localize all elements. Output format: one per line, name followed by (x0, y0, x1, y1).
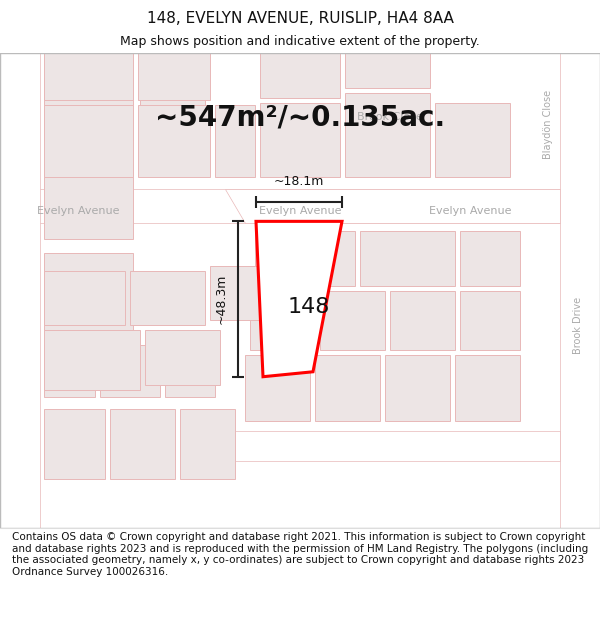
Text: Evelyn Avenue: Evelyn Avenue (259, 206, 341, 216)
Polygon shape (100, 345, 160, 396)
Polygon shape (180, 409, 235, 479)
Polygon shape (455, 355, 520, 421)
Polygon shape (44, 345, 95, 396)
Polygon shape (385, 355, 450, 421)
Polygon shape (245, 355, 310, 421)
Polygon shape (44, 330, 140, 389)
Polygon shape (44, 271, 125, 325)
Polygon shape (44, 53, 133, 99)
Text: Blaydön Close: Blaydön Close (543, 90, 553, 159)
Polygon shape (345, 92, 430, 177)
Polygon shape (165, 345, 215, 396)
Polygon shape (0, 53, 40, 528)
Polygon shape (138, 104, 210, 177)
Polygon shape (44, 78, 133, 140)
Polygon shape (390, 291, 455, 350)
Polygon shape (460, 231, 520, 286)
Polygon shape (145, 330, 220, 384)
Text: Map shows position and indicative extent of the property.: Map shows position and indicative extent… (120, 34, 480, 48)
Text: 148, EVELYN AVENUE, RUISLIP, HA4 8AA: 148, EVELYN AVENUE, RUISLIP, HA4 8AA (146, 11, 454, 26)
Text: ~547m²/~0.135ac.: ~547m²/~0.135ac. (155, 104, 445, 131)
Text: Contains OS data © Crown copyright and database right 2021. This information is : Contains OS data © Crown copyright and d… (12, 532, 588, 577)
Polygon shape (185, 431, 560, 461)
Polygon shape (345, 53, 430, 88)
Polygon shape (360, 231, 455, 286)
Polygon shape (110, 409, 175, 479)
Polygon shape (0, 189, 600, 223)
Polygon shape (215, 104, 255, 177)
Text: Evelyn Avenue: Evelyn Avenue (37, 206, 119, 216)
Polygon shape (560, 53, 600, 528)
Polygon shape (44, 104, 133, 177)
Polygon shape (315, 355, 380, 421)
Polygon shape (130, 271, 205, 325)
Polygon shape (44, 253, 133, 330)
Polygon shape (260, 53, 340, 98)
Polygon shape (140, 78, 205, 142)
Text: ~18.1m: ~18.1m (274, 175, 324, 188)
Polygon shape (44, 409, 105, 479)
Polygon shape (138, 53, 210, 99)
Polygon shape (435, 102, 510, 177)
Polygon shape (255, 231, 355, 286)
Polygon shape (44, 164, 133, 239)
Text: ~48.3m: ~48.3m (215, 274, 228, 324)
Text: Brook Close: Brook Close (357, 112, 423, 123)
Polygon shape (256, 221, 342, 377)
Polygon shape (320, 291, 385, 350)
Polygon shape (260, 102, 340, 177)
Text: 148: 148 (287, 298, 329, 318)
Polygon shape (460, 291, 520, 350)
Text: Evelyn Avenue: Evelyn Avenue (429, 206, 511, 216)
Polygon shape (210, 266, 265, 320)
Polygon shape (250, 291, 315, 350)
Text: Brook Drive: Brook Drive (573, 297, 583, 354)
Polygon shape (225, 189, 560, 223)
